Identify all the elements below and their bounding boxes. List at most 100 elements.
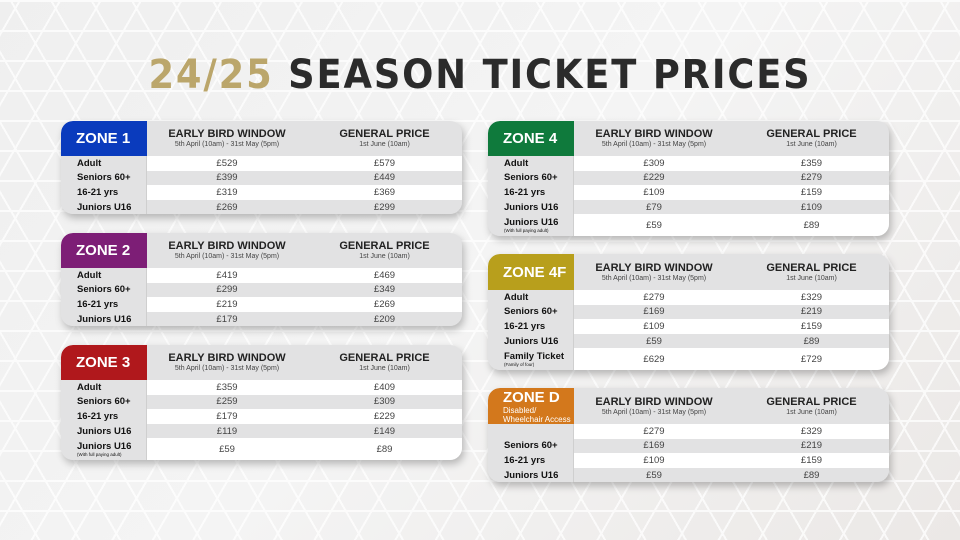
early-bird-header: EARLY BIRD WINDOW 5th April (10am) - 31s… [147, 345, 307, 380]
ticket-type: Family Ticket (Family of four) [488, 348, 574, 371]
general-price-title: GENERAL PRICE [339, 352, 430, 364]
ticket-type-label: 16-21 yrs [77, 410, 119, 422]
price-row: 16-21 yrs £179 £229 [61, 409, 462, 424]
ticket-type: Adult [61, 268, 147, 283]
zone-card-zone-1: ZONE 1 EARLY BIRD WINDOW 5th April (10am… [61, 121, 462, 215]
zone-badge: ZONE 3 [61, 345, 147, 380]
early-bird-title: EARLY BIRD WINDOW [168, 128, 286, 140]
price-row: Adult £419 £469 [61, 268, 462, 283]
ticket-type: Juniors U16 (With full paying adult) [61, 438, 147, 461]
ticket-type-label: Seniors 60+ [504, 306, 558, 318]
ticket-type: Seniors 60+ [488, 170, 574, 186]
ticket-type-label: 16-21 yrs [77, 186, 119, 198]
general-price: £89 [734, 214, 889, 237]
card-header: ZONE D Disabled/ Wheelchair Access EARLY… [488, 388, 889, 424]
card-header: ZONE 4F EARLY BIRD WINDOW 5th April (10a… [488, 254, 889, 290]
price-row: Seniors 60+ £299 £349 [61, 282, 462, 298]
early-bird-price: £399 [147, 170, 307, 186]
early-bird-title: EARLY BIRD WINDOW [168, 352, 286, 364]
ticket-type-label: Adult [504, 291, 529, 303]
early-bird-price: £279 [574, 424, 734, 439]
early-bird-price: £109 [574, 319, 734, 334]
price-row: Juniors U16 £179 £209 [61, 311, 462, 327]
early-bird-price: £59 [574, 333, 734, 349]
price-row: Juniors U16 £119 £149 [61, 423, 462, 439]
ticket-type-label: Adult [77, 157, 102, 169]
early-bird-price: £359 [147, 380, 307, 395]
general-price-header: GENERAL PRICE 1st June (10am) [307, 345, 462, 380]
price-row: Juniors U16 £59 £89 [488, 467, 889, 483]
price-row: Seniors 60+ £399 £449 [61, 170, 462, 186]
ticket-type: 16-21 yrs [61, 297, 147, 312]
title-text: SEASON TICKET PRICES [288, 52, 812, 98]
price-row: Seniors 60+ £169 £219 [488, 438, 889, 454]
price-row: Seniors 60+ £169 £219 [488, 304, 889, 320]
early-bird-dates: 5th April (10am) - 31st May (5pm) [174, 253, 280, 260]
general-price-title: GENERAL PRICE [339, 128, 430, 140]
general-price: £299 [307, 199, 462, 215]
general-price: £219 [734, 304, 889, 320]
price-row: Adult £279 £329 [488, 290, 889, 305]
ticket-type: Juniors U16 [61, 423, 147, 439]
zone-name: ZONE 4F [503, 263, 567, 281]
early-bird-price: £269 [147, 199, 307, 215]
ticket-type-note: (Family of four) [504, 362, 535, 368]
ticket-type-label: Seniors 60+ [504, 172, 558, 184]
early-bird-price: £59 [147, 438, 307, 461]
early-bird-price: £79 [574, 199, 734, 215]
ticket-type-label: Seniors 60+ [77, 284, 131, 296]
zone-name: ZONE 3 [76, 354, 131, 371]
ticket-type-label: Juniors U16 [77, 313, 132, 325]
general-price-title: GENERAL PRICE [339, 240, 430, 252]
general-price: £579 [307, 156, 462, 171]
early-bird-price: £299 [147, 282, 307, 298]
zone-name: ZONE 2 [76, 242, 131, 259]
early-bird-price: £229 [574, 170, 734, 186]
general-price: £349 [307, 282, 462, 298]
ticket-type: 16-21 yrs [61, 409, 147, 424]
early-bird-price: £179 [147, 311, 307, 327]
ticket-type: Adult [488, 156, 574, 171]
zone-name: ZONE D [503, 388, 560, 406]
ticket-type-label: Juniors U16 [504, 469, 559, 481]
early-bird-price: £629 [574, 348, 734, 371]
general-price: £269 [307, 297, 462, 312]
early-bird-dates: 5th April (10am) - 31st May (5pm) [601, 274, 707, 282]
general-price: £229 [307, 409, 462, 424]
ticket-type: Juniors U16 [61, 199, 147, 215]
ticket-type-label: Juniors U16 [77, 441, 132, 453]
season-label: 24/25 [148, 52, 274, 98]
ticket-type: Adult [61, 156, 147, 171]
general-price: £369 [307, 185, 462, 200]
ticket-type-label: Family Ticket [504, 351, 565, 363]
ticket-type: Seniors 60+ [61, 394, 147, 410]
price-row: Family Ticket (Family of four) £629 £729 [488, 348, 889, 371]
ticket-type: 16-21 yrs [61, 185, 147, 200]
early-bird-price: £279 [574, 290, 734, 305]
general-price: £279 [734, 170, 889, 186]
price-row: Adult £529 £579 [61, 156, 462, 171]
general-price: £159 [734, 185, 889, 200]
early-bird-price: £219 [147, 297, 307, 312]
general-price-date: 1st June (10am) [359, 365, 410, 372]
general-price: £89 [734, 467, 889, 483]
early-bird-header: EARLY BIRD WINDOW 5th April (10am) - 31s… [574, 388, 734, 424]
general-price-header: GENERAL PRICE 1st June (10am) [307, 121, 462, 156]
early-bird-header: EARLY BIRD WINDOW 5th April (10am) - 31s… [574, 121, 734, 156]
early-bird-price: £119 [147, 423, 307, 439]
zone-subtitle: Disabled/ Wheelchair Access [503, 405, 571, 424]
general-price: £469 [307, 268, 462, 283]
zone-name: ZONE 4 [503, 130, 558, 147]
price-row: Juniors U16 £59 £89 [488, 333, 889, 349]
ticket-type-label: 16-21 yrs [504, 186, 546, 198]
early-bird-header: EARLY BIRD WINDOW 5th April (10am) - 31s… [574, 254, 734, 290]
ticket-type: Seniors 60+ [61, 282, 147, 298]
general-price: £219 [734, 438, 889, 454]
ticket-type: 16-21 yrs [488, 319, 574, 334]
early-bird-title: EARLY BIRD WINDOW [595, 261, 713, 274]
general-price-title: GENERAL PRICE [766, 128, 857, 140]
price-row: 16-21 yrs £319 £369 [61, 185, 462, 200]
ticket-type-label: 16-21 yrs [77, 298, 119, 310]
price-row: Juniors U16 £79 £109 [488, 199, 889, 215]
general-price: £159 [734, 453, 889, 468]
